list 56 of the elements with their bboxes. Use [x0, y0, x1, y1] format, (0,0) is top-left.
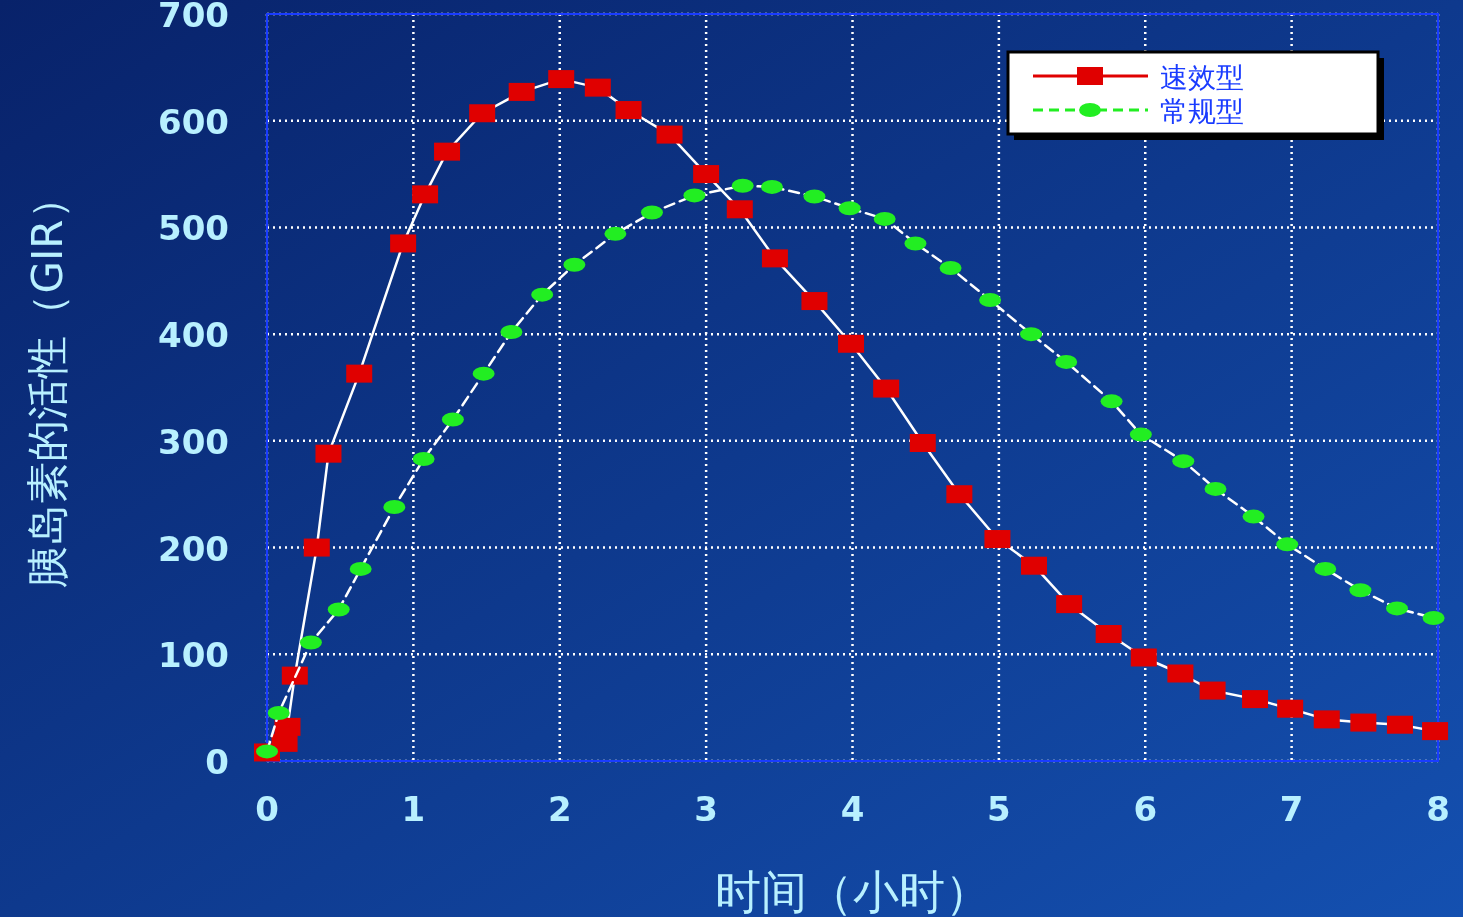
point	[1021, 556, 1048, 575]
y-tick-label: 400	[158, 315, 229, 356]
point	[1167, 664, 1194, 683]
x-tick-label: 8	[1426, 789, 1450, 829]
y-tick-label: 300	[158, 421, 229, 462]
point	[1199, 681, 1226, 700]
point	[909, 433, 936, 452]
y-tick-label: 100	[158, 635, 229, 676]
point	[1095, 625, 1122, 644]
x-tick-label: 3	[694, 789, 718, 829]
point	[615, 101, 642, 120]
x-axis-title: 时间（小时）	[714, 865, 991, 917]
x-tick-label: 6	[1133, 789, 1158, 829]
point	[1350, 713, 1377, 732]
point	[303, 538, 330, 557]
x-tick-label: 4	[840, 789, 865, 829]
y-tick-label: 500	[158, 208, 229, 249]
point	[946, 485, 973, 504]
y-tick-label: 200	[158, 528, 229, 569]
x-tick-label: 0	[255, 789, 279, 829]
point	[1130, 648, 1157, 667]
point	[726, 200, 753, 219]
point	[315, 444, 342, 463]
x-tick-label: 5	[987, 789, 1011, 829]
point	[548, 70, 575, 89]
point	[469, 104, 496, 123]
y-axis-title: 胰岛素的活性（GIR）	[23, 177, 72, 588]
point	[346, 364, 373, 383]
point	[1422, 722, 1449, 741]
point	[1242, 690, 1269, 709]
point	[761, 249, 788, 268]
x-tick-label: 1	[401, 789, 426, 829]
point	[656, 125, 683, 144]
point	[1056, 595, 1083, 614]
point	[412, 185, 439, 204]
point	[801, 292, 828, 311]
point	[984, 530, 1011, 549]
point	[1386, 715, 1413, 734]
point	[274, 717, 301, 736]
legend-label: 速效型	[1160, 61, 1244, 94]
point	[1313, 710, 1340, 729]
point	[434, 142, 461, 161]
point	[281, 666, 308, 685]
y-tick-label: 600	[158, 101, 229, 142]
point	[693, 165, 720, 184]
point	[1277, 699, 1304, 718]
point	[584, 78, 611, 97]
point	[873, 379, 900, 398]
y-tick-label: 0	[205, 742, 229, 782]
point	[508, 82, 535, 101]
y-tick-label: 700	[158, 0, 229, 35]
x-tick-label: 2	[547, 789, 572, 829]
point	[390, 234, 417, 253]
point	[838, 334, 865, 353]
legend-label: 常规型	[1160, 95, 1244, 128]
x-tick-label: 7	[1279, 789, 1304, 829]
